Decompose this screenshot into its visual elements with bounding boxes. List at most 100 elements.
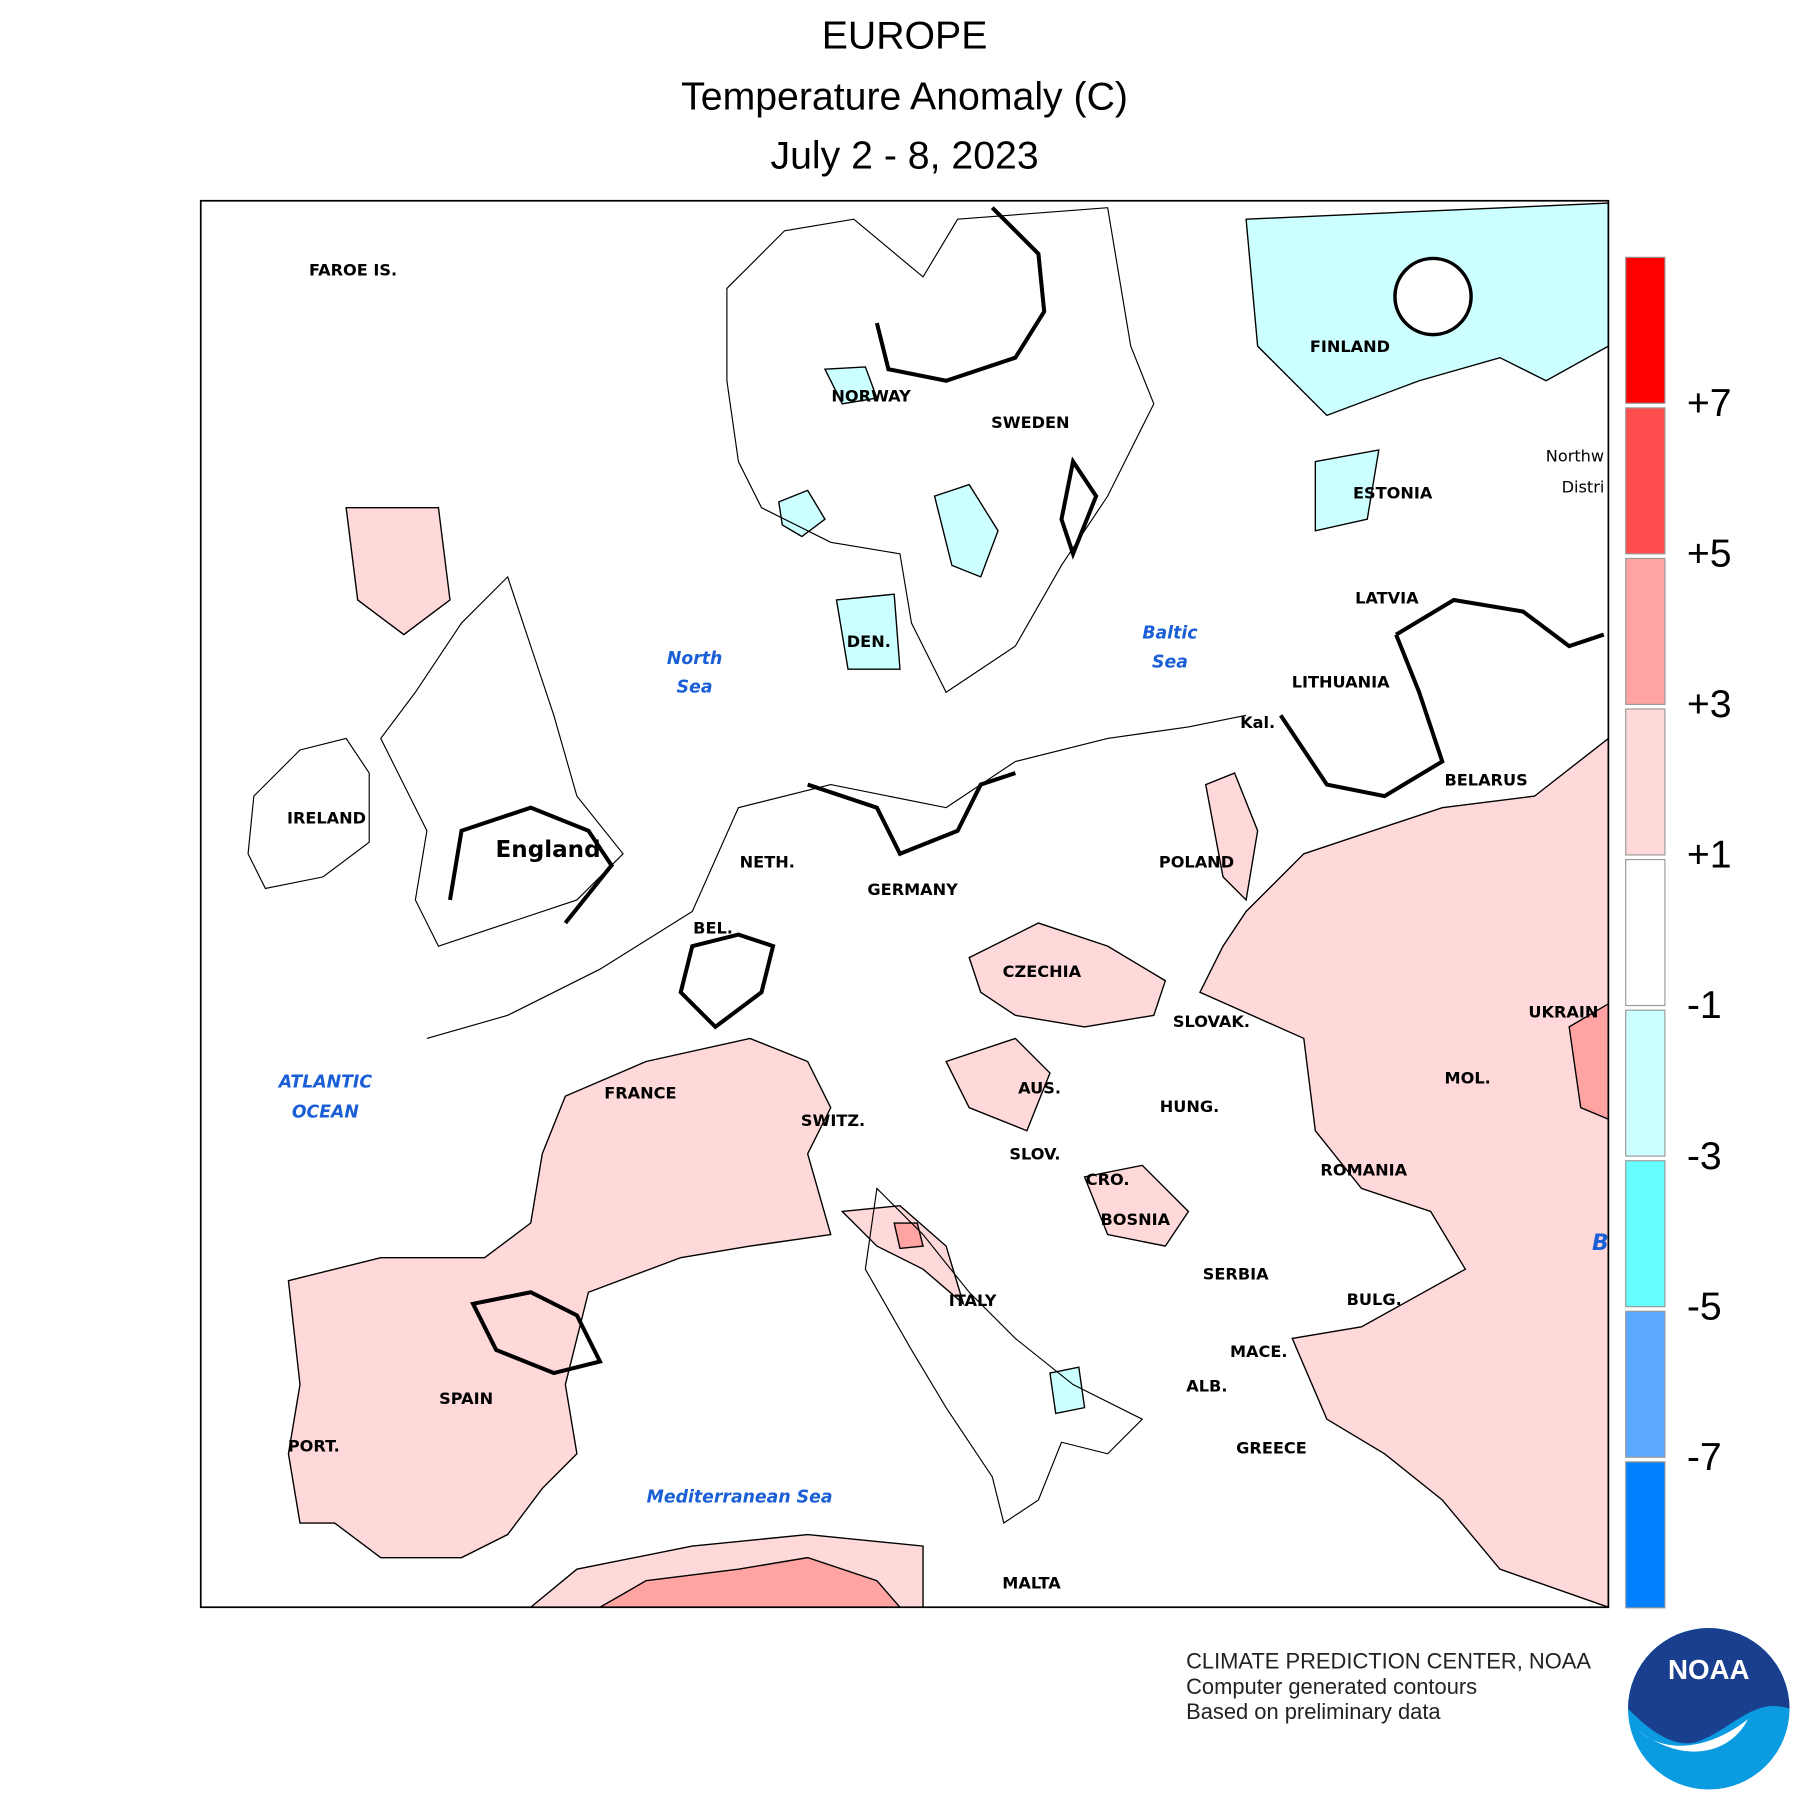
map-label: SPAIN xyxy=(439,1389,493,1408)
coastline xyxy=(247,737,370,890)
anomaly-area xyxy=(968,922,1167,1028)
contour xyxy=(1395,597,1605,649)
anomaly-area xyxy=(840,1205,965,1306)
map-frame xyxy=(199,199,1610,1609)
coastline xyxy=(864,1187,1144,1524)
legend-tick-label: +7 xyxy=(1687,381,1732,425)
map-label: GERMANY xyxy=(867,880,958,899)
map-label: BOSNIA xyxy=(1101,1210,1171,1229)
map-label: DEN. xyxy=(847,632,891,651)
legend: +7 +5 +3 +1 -1 -3 -5 -7 xyxy=(1625,256,1732,1609)
legend-swatch xyxy=(1625,557,1666,705)
map xyxy=(200,200,1609,1608)
map-label: ESTONIA xyxy=(1353,483,1433,502)
anomaly-area xyxy=(778,489,826,538)
map-label: SWEDEN xyxy=(991,413,1069,432)
map-label: PORT. xyxy=(288,1436,340,1455)
legend-swatch xyxy=(1625,256,1666,404)
contour xyxy=(1393,256,1473,337)
water-label: North xyxy=(667,649,722,669)
water-label: Sea xyxy=(1152,652,1188,672)
water-label: ATLANTIC xyxy=(277,1072,373,1092)
contour xyxy=(447,805,615,925)
map-label: NORWAY xyxy=(831,386,911,405)
anomaly-area xyxy=(1314,449,1380,532)
anomaly-area xyxy=(1199,737,1609,1608)
map-label: IRELAND xyxy=(287,809,366,828)
legend-tick-label: -3 xyxy=(1687,1134,1722,1178)
footer-line: CLIMATE PREDICTION CENTER, NOAA xyxy=(1186,1648,1591,1673)
map-label: BELARUS xyxy=(1444,771,1527,790)
contour xyxy=(470,1290,603,1376)
map-label: POLAND xyxy=(1159,853,1234,872)
legend-swatch xyxy=(1625,859,1666,1007)
anomaly-area xyxy=(345,506,451,636)
anomaly-area xyxy=(823,366,878,405)
map-label: Kal. xyxy=(1240,713,1275,732)
water-label: Baltic xyxy=(1142,623,1198,643)
legend-swatch xyxy=(1625,1461,1666,1609)
legend-swatch xyxy=(1625,708,1666,856)
noaa-logo: NOAA xyxy=(1628,1628,1790,1790)
map-label: GREECE xyxy=(1236,1439,1307,1458)
water-label: OCEAN xyxy=(292,1102,360,1122)
map-label: HUNG. xyxy=(1160,1097,1220,1116)
legend-swatch xyxy=(1625,407,1666,555)
legend-tick-label: -5 xyxy=(1687,1284,1722,1328)
anomaly-area xyxy=(1049,1366,1086,1415)
map-label: FINLAND xyxy=(1310,337,1390,356)
footer-line: Based on preliminary data xyxy=(1186,1699,1441,1724)
map-label: ROMANIA xyxy=(1320,1161,1407,1180)
map-label: England xyxy=(496,837,601,863)
map-label: MACE. xyxy=(1230,1342,1288,1361)
contour xyxy=(1279,633,1445,799)
legend-tick-label: +1 xyxy=(1687,833,1732,877)
map-label: CZECHIA xyxy=(1003,962,1082,981)
figure-content: EUROPE Temperature Anomaly (C) July 2 - … xyxy=(199,13,1790,1790)
map-label: FAROE IS. xyxy=(309,261,397,280)
contour xyxy=(874,206,1047,383)
water-label: Mediterranean Sea xyxy=(647,1488,833,1508)
map-label: Distri xyxy=(1562,478,1605,497)
map-label: Northw xyxy=(1546,446,1604,465)
water-label: B xyxy=(1592,1231,1609,1256)
contour xyxy=(1059,456,1099,560)
title: EUROPE xyxy=(822,13,988,57)
anomaly-area xyxy=(893,1222,924,1250)
contour xyxy=(807,771,1016,857)
map-label: SLOV. xyxy=(1009,1144,1060,1163)
map-label: SLOVAK. xyxy=(1173,1012,1250,1031)
map-label: ALB. xyxy=(1186,1376,1227,1395)
map-label: BULG. xyxy=(1347,1290,1402,1309)
water-label: Sea xyxy=(677,678,713,698)
legend-tick-label: +5 xyxy=(1687,531,1732,575)
map-label: NETH. xyxy=(740,853,795,872)
legend-swatch xyxy=(1625,1009,1666,1157)
contour xyxy=(678,932,776,1030)
map-label: FRANCE xyxy=(604,1083,676,1102)
anomaly-area xyxy=(933,483,999,578)
coastline xyxy=(426,714,1247,1039)
logo-text: NOAA xyxy=(1668,1654,1750,1685)
map-label: SERBIA xyxy=(1203,1264,1269,1283)
anomaly-area xyxy=(287,1037,832,1559)
legend-swatch xyxy=(1625,1310,1666,1458)
anomaly-area xyxy=(598,1556,901,1608)
legend-tick-label: -7 xyxy=(1687,1435,1722,1479)
legend-tick-label: -1 xyxy=(1687,983,1722,1027)
anomaly-area xyxy=(945,1037,1051,1132)
anomaly-area xyxy=(1204,772,1259,902)
map-label: BEL. xyxy=(693,918,733,937)
anomaly-area xyxy=(835,593,901,670)
map-label: SWITZ. xyxy=(801,1111,865,1130)
map-label: CRO. xyxy=(1086,1170,1130,1189)
map-label: ITALY xyxy=(949,1291,997,1310)
footer-line: Computer generated contours xyxy=(1186,1674,1477,1699)
subtitle: Temperature Anomaly (C) xyxy=(681,75,1128,119)
map-label: UKRAIN xyxy=(1528,1003,1598,1022)
map-label: LATVIA xyxy=(1355,588,1419,607)
coastline xyxy=(380,575,624,947)
date: July 2 - 8, 2023 xyxy=(771,133,1039,177)
